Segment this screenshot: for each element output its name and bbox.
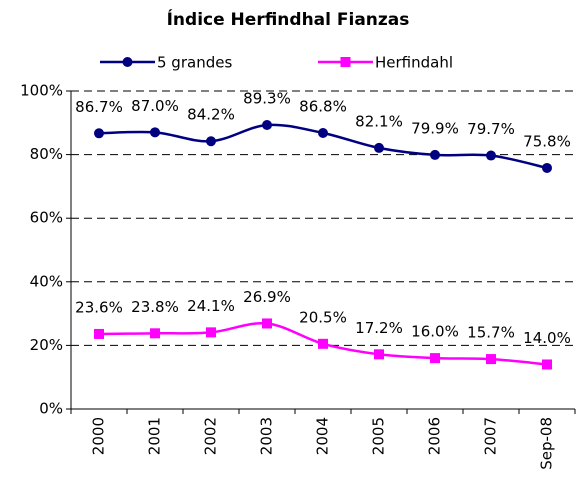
y-tick-label: 40%: [30, 272, 63, 290]
marker: [206, 327, 216, 338]
x-tick-label: 2000: [90, 417, 108, 455]
marker: [94, 328, 104, 339]
x-tick-label: 2005: [370, 417, 388, 455]
marker: [318, 127, 328, 138]
marker: [486, 150, 496, 161]
marker: [542, 162, 552, 173]
data-label: 16.0%: [411, 323, 459, 341]
y-tick-label: 60%: [30, 209, 63, 227]
legend-label: 5 grandes: [157, 54, 232, 72]
data-label: 86.8%: [299, 97, 347, 115]
marker: [430, 353, 440, 364]
x-tick-label: 2007: [482, 417, 500, 455]
marker: [430, 149, 440, 160]
data-label: 15.7%: [467, 324, 515, 342]
x-tick-label: 2006: [426, 417, 444, 455]
x-tick-label: Sep-08: [538, 417, 556, 470]
marker: [262, 120, 272, 131]
marker: [542, 359, 552, 370]
data-label: 79.9%: [411, 119, 459, 137]
x-tick-label: 2002: [202, 417, 220, 455]
marker: [374, 142, 384, 153]
marker: [374, 349, 384, 360]
legend-label: Herfindahl: [375, 54, 453, 72]
x-tick-label: 2003: [258, 417, 276, 455]
legend-marker: [122, 57, 133, 67]
data-label: 17.2%: [355, 319, 403, 337]
data-label: 79.7%: [467, 120, 515, 138]
y-tick-label: 100%: [20, 82, 63, 100]
chart-title: Índice Herfindhal Fianzas: [167, 8, 410, 30]
marker: [94, 128, 104, 139]
x-tick-label: 2004: [314, 417, 332, 455]
x-tick-label: 2001: [146, 417, 164, 455]
marker: [318, 338, 328, 349]
data-label: 26.9%: [243, 288, 291, 306]
data-label: 87.0%: [131, 97, 179, 115]
y-tick-label: 20%: [30, 336, 63, 354]
data-label: 20.5%: [299, 308, 347, 326]
marker: [150, 328, 160, 339]
marker: [486, 354, 496, 365]
data-label: 84.2%: [187, 106, 235, 124]
data-label: 24.1%: [187, 297, 235, 315]
data-label: 89.3%: [243, 90, 291, 108]
data-label: 86.7%: [75, 98, 123, 116]
data-label: 75.8%: [523, 132, 571, 150]
marker: [150, 127, 160, 138]
legend-marker: [340, 57, 351, 67]
data-label: 23.6%: [75, 298, 123, 316]
y-tick-label: 80%: [30, 145, 63, 163]
marker: [262, 318, 272, 329]
marker: [206, 136, 216, 147]
data-label: 82.1%: [355, 112, 403, 130]
data-label: 23.8%: [131, 298, 179, 316]
data-label: 14.0%: [523, 329, 571, 347]
y-tick-label: 0%: [39, 400, 63, 418]
